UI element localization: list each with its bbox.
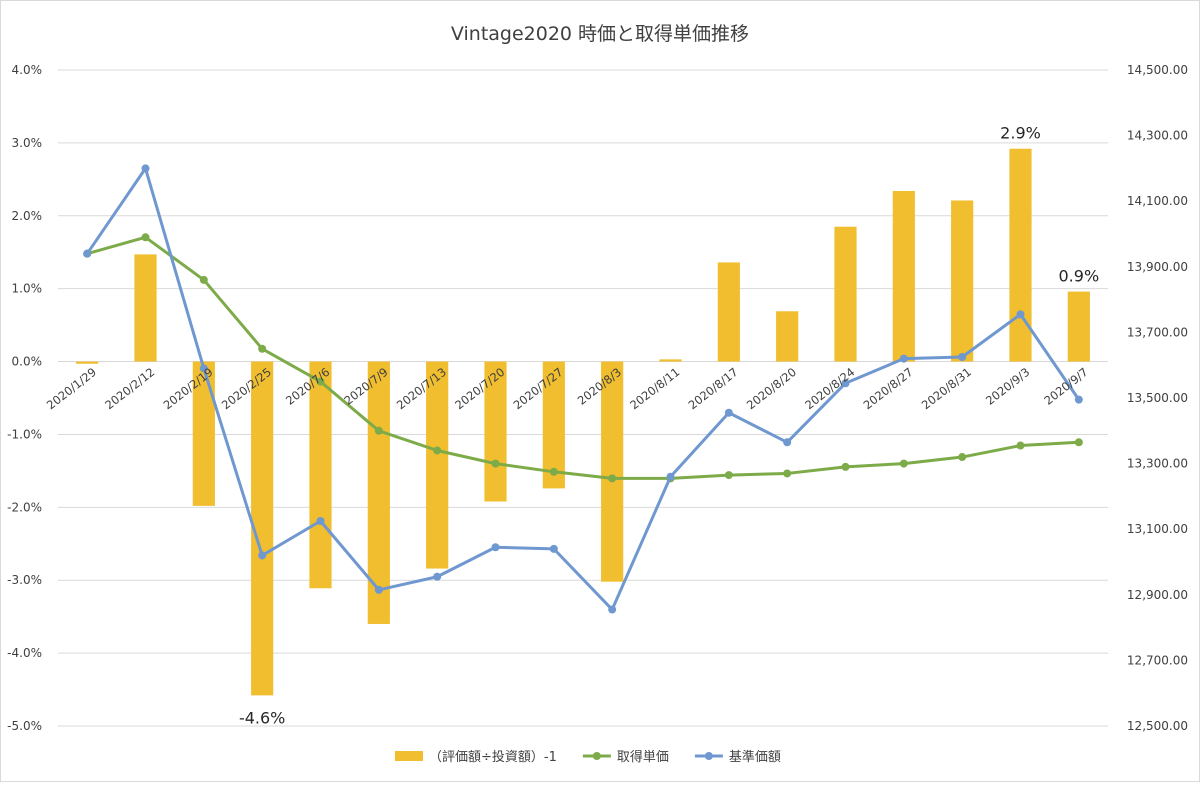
- data-point: [958, 353, 967, 361]
- data-point: [491, 459, 500, 468]
- data-point: [258, 344, 267, 353]
- chart-title: Vintage2020 時価と取得単価推移: [451, 23, 749, 45]
- data-point: [491, 543, 500, 552]
- bar: [426, 361, 449, 569]
- bar: [367, 361, 390, 624]
- right-tick-label: 14,500.00: [1127, 63, 1188, 77]
- data-label: 2.9%: [1000, 124, 1041, 143]
- data-label: 0.9%: [1059, 267, 1100, 286]
- legend-label: 取得単価: [617, 749, 669, 765]
- data-point: [608, 605, 617, 614]
- data-point: [899, 459, 908, 468]
- line-series: [83, 164, 1083, 614]
- left-axis: -5.0% -4.0% -3.0% -2.0% -1.0% 0.0% 1.0% 2.0% 3.0…: [7, 63, 42, 733]
- data-point: [666, 472, 675, 481]
- legend: （評価額÷投資額）-1 取得単価 基準価額: [395, 749, 781, 765]
- bar: [76, 361, 99, 364]
- legend-marker: [704, 752, 713, 760]
- data-point: [783, 438, 792, 447]
- bar: [1009, 148, 1032, 362]
- data-point: [141, 233, 150, 242]
- bar: [542, 361, 565, 489]
- bar: [134, 254, 157, 362]
- data-point: [1074, 438, 1083, 447]
- bar: [834, 226, 857, 362]
- data-point: [841, 379, 850, 388]
- bar: [251, 361, 274, 696]
- data-point: [316, 377, 325, 386]
- bar: [776, 311, 799, 362]
- data-point: [899, 354, 908, 363]
- data-point: [549, 544, 558, 553]
- legend-swatch: [395, 751, 423, 761]
- left-tick-label: 4.0%: [12, 63, 43, 77]
- bar: [951, 200, 974, 362]
- data-point: [724, 408, 733, 417]
- bar: [717, 262, 740, 362]
- right-tick-label: 13,900.00: [1127, 260, 1188, 274]
- data-point: [841, 462, 850, 471]
- legend-item: 基準価額: [694, 749, 781, 765]
- legend-item: （評価額÷投資額）-1: [395, 749, 557, 765]
- bar: [601, 361, 624, 582]
- data-point: [258, 551, 267, 560]
- legend-marker: [592, 752, 601, 760]
- bar: [892, 190, 915, 362]
- data-point: [199, 275, 208, 284]
- data-point: [374, 426, 383, 435]
- data-point: [724, 471, 733, 480]
- right-axis: 12,500.00 12,700.00 12,900.00 13,100.00 13,3…: [1127, 63, 1188, 733]
- right-tick-label: 14,100.00: [1127, 194, 1188, 208]
- right-tick-label: 13,700.00: [1127, 325, 1188, 339]
- left-tick-label: -3.0%: [7, 573, 42, 587]
- bar: [484, 361, 507, 502]
- data-point: [1016, 310, 1025, 319]
- data-point: [433, 446, 442, 455]
- legend-label: （評価額÷投資額）-1: [429, 749, 557, 765]
- bar: [659, 359, 682, 362]
- bar: [309, 361, 332, 589]
- left-tick-label: -5.0%: [7, 719, 42, 733]
- data-point: [1016, 441, 1025, 450]
- data-annotations: -4.6% 2.9% 0.9%: [239, 124, 1099, 728]
- data-point: [433, 572, 442, 581]
- legend-label: 基準価額: [729, 749, 781, 765]
- left-tick-label: -2.0%: [7, 500, 42, 514]
- data-point: [1074, 395, 1083, 404]
- data-point: [608, 474, 617, 483]
- right-tick-label: 13,500.00: [1127, 391, 1188, 405]
- right-tick-label: 13,100.00: [1127, 522, 1188, 536]
- data-point: [958, 453, 967, 462]
- right-tick-label: 12,500.00: [1127, 719, 1188, 733]
- right-tick-label: 13,300.00: [1127, 457, 1188, 471]
- right-tick-label: 14,300.00: [1127, 129, 1188, 143]
- right-tick-label: 12,900.00: [1127, 588, 1188, 602]
- data-point: [549, 467, 558, 476]
- left-tick-label: 2.0%: [12, 209, 43, 223]
- series-line: [85, 166, 1081, 612]
- gridlines: [58, 69, 1108, 727]
- left-tick-label: 3.0%: [12, 136, 43, 150]
- data-point: [141, 164, 150, 173]
- series-line: [86, 235, 1079, 480]
- left-tick-label: -4.0%: [7, 646, 42, 660]
- bar: [192, 361, 215, 506]
- data-point: [316, 517, 325, 525]
- data-point: [199, 364, 208, 373]
- data-point: [783, 469, 792, 478]
- bar: [1067, 291, 1090, 362]
- data-point: [374, 585, 383, 594]
- data-point: [83, 249, 92, 258]
- left-tick-label: 1.0%: [12, 282, 43, 296]
- legend-item: 取得単価: [582, 749, 669, 765]
- left-tick-label: -1.0%: [7, 427, 42, 441]
- data-label: -4.6%: [239, 708, 285, 727]
- right-tick-label: 12,700.00: [1127, 653, 1188, 667]
- left-tick-label: 0.0%: [12, 355, 43, 369]
